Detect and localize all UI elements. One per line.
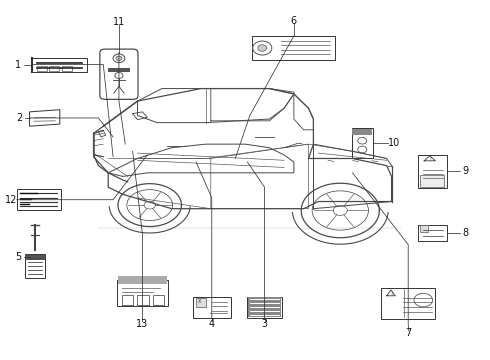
- Text: 7: 7: [405, 328, 411, 338]
- Bar: [420, 225, 428, 232]
- Bar: [247, 297, 282, 318]
- Circle shape: [258, 45, 267, 51]
- Text: !: !: [429, 157, 431, 162]
- Text: 12: 12: [5, 195, 18, 205]
- Bar: [117, 279, 168, 306]
- Bar: [352, 129, 372, 158]
- Text: 8: 8: [463, 228, 469, 238]
- Bar: [122, 296, 133, 305]
- Circle shape: [253, 41, 272, 55]
- Text: 10: 10: [388, 138, 400, 148]
- Bar: [24, 255, 45, 278]
- Text: 1: 1: [15, 59, 21, 69]
- Bar: [37, 66, 47, 71]
- Bar: [49, 66, 59, 71]
- Text: 6: 6: [291, 17, 297, 27]
- Text: 4: 4: [209, 319, 215, 329]
- Bar: [196, 298, 206, 307]
- Bar: [17, 189, 61, 210]
- Bar: [137, 296, 148, 305]
- Text: !: !: [390, 292, 392, 297]
- Bar: [381, 288, 435, 319]
- Bar: [62, 66, 72, 71]
- Bar: [108, 68, 130, 72]
- Text: 9: 9: [463, 166, 469, 176]
- Text: 11: 11: [113, 17, 125, 27]
- Bar: [248, 297, 281, 318]
- Bar: [31, 58, 87, 72]
- Bar: [252, 36, 335, 60]
- Bar: [25, 255, 45, 260]
- Text: 13: 13: [136, 319, 148, 329]
- Text: 3: 3: [262, 319, 268, 329]
- FancyBboxPatch shape: [100, 49, 138, 99]
- Polygon shape: [29, 110, 60, 126]
- Circle shape: [116, 56, 122, 60]
- Text: 5: 5: [15, 252, 22, 262]
- Circle shape: [113, 54, 125, 63]
- Bar: [352, 129, 372, 135]
- Bar: [420, 175, 444, 186]
- Bar: [153, 296, 164, 305]
- Bar: [193, 297, 231, 318]
- Bar: [418, 225, 447, 241]
- Bar: [118, 276, 167, 284]
- Text: 2: 2: [16, 113, 23, 123]
- Text: X: X: [197, 299, 201, 304]
- Bar: [418, 155, 447, 188]
